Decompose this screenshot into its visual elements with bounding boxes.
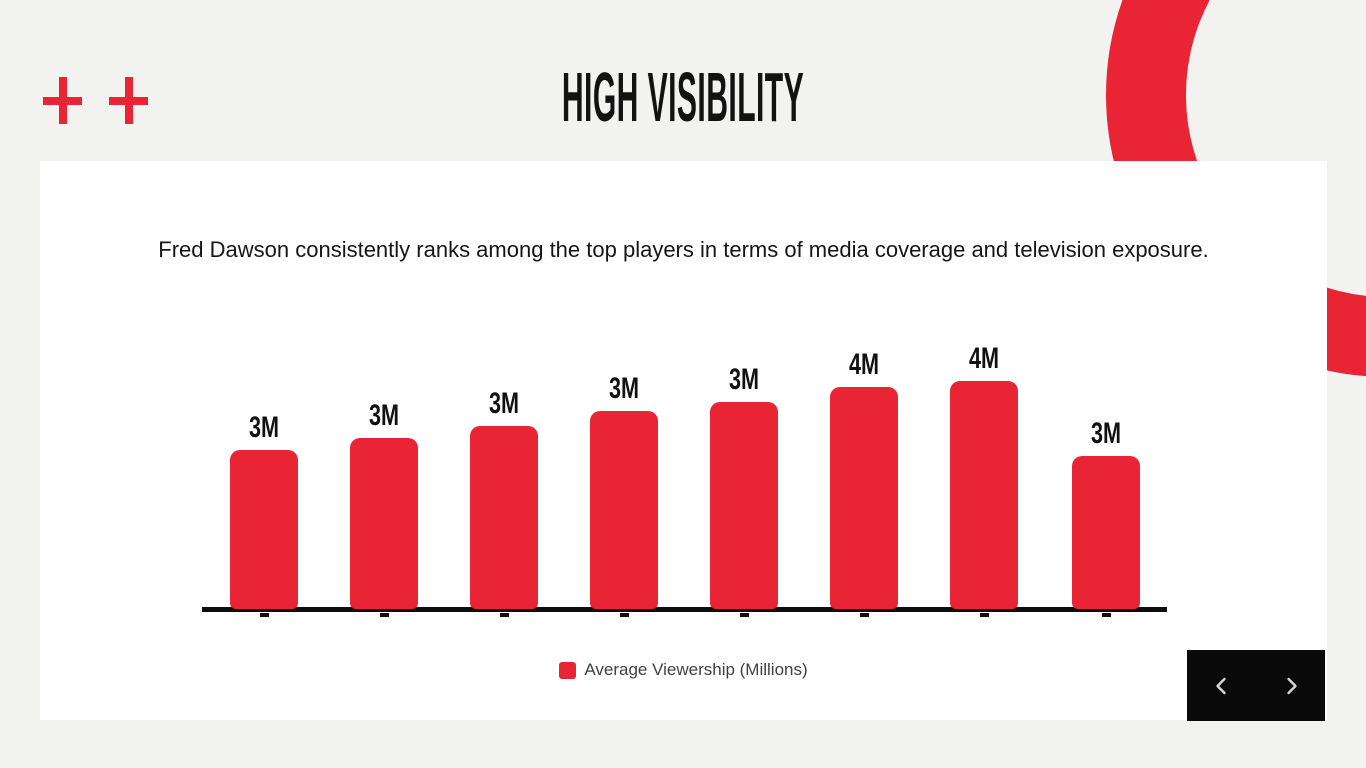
bar <box>230 450 298 609</box>
bar <box>830 387 898 609</box>
plus-icon <box>43 77 82 124</box>
plus-icon <box>109 77 148 124</box>
bar <box>590 411 658 609</box>
legend-swatch-icon <box>559 661 577 679</box>
axis-tick-mark <box>1101 613 1111 617</box>
axis-tick-mark <box>259 613 269 617</box>
bar-value-label: 4M <box>968 342 1000 375</box>
description-text: Fred Dawson consistently ranks among the… <box>158 237 1209 262</box>
bar-chart: 3M 3M 3M 3M 3M 4M 4M 3M <box>40 161 1327 720</box>
next-button[interactable] <box>1256 650 1325 721</box>
content-card: Fred Dawson consistently ranks among the… <box>40 161 1327 720</box>
bar <box>350 438 418 609</box>
axis-tick-mark <box>979 613 989 617</box>
axis-tick-mark <box>499 613 509 617</box>
bar-value-label: 3M <box>488 387 520 420</box>
prev-button[interactable] <box>1187 650 1256 721</box>
bar <box>710 402 778 609</box>
page-title: HIGH VISIBILITY <box>561 58 805 136</box>
x-axis-line <box>202 607 1167 612</box>
bar <box>470 426 538 609</box>
axis-tick-mark <box>619 613 629 617</box>
bar-value-label: 3M <box>608 372 640 405</box>
axis-tick-mark <box>859 613 869 617</box>
chevron-left-icon <box>1215 677 1226 694</box>
axis-tick-mark <box>379 613 389 617</box>
bar <box>950 381 1018 609</box>
chart-legend: Average Viewership (Millions) <box>40 660 1327 680</box>
legend-label: Average Viewership (Millions) <box>584 660 808 679</box>
slide-navigation <box>1187 650 1325 721</box>
bar-value-label: 3M <box>1090 417 1122 450</box>
bar-value-label: 3M <box>368 399 400 432</box>
bar <box>1072 456 1140 609</box>
bar-value-label: 4M <box>848 348 880 381</box>
chevron-right-icon <box>1286 677 1297 694</box>
axis-tick-mark <box>739 613 749 617</box>
bar-value-label: 3M <box>728 363 760 396</box>
bar-value-label: 3M <box>248 411 280 444</box>
